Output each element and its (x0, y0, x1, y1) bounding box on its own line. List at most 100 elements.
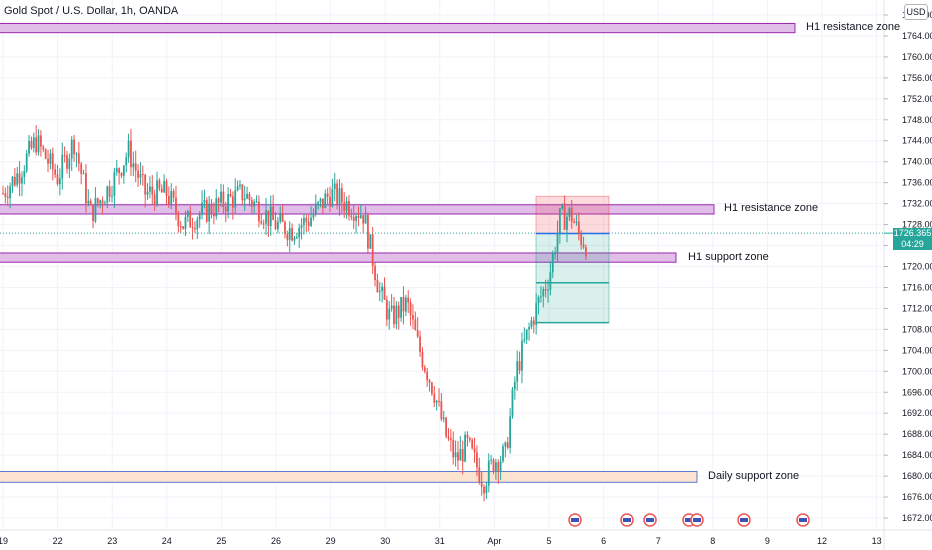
y-tick-label: 1748.000 (902, 115, 932, 125)
candle-body (433, 393, 436, 403)
candle-body (4, 193, 7, 197)
zone-rect (0, 252, 677, 263)
y-tick-label: 1732.000 (902, 199, 932, 209)
candle-body (236, 186, 239, 191)
flag-icon (646, 518, 654, 522)
currency-button[interactable]: USD (904, 4, 928, 20)
candle-body (409, 302, 412, 316)
candle-body (260, 221, 263, 224)
candle-body (265, 210, 267, 224)
candle-body (165, 181, 168, 197)
candle-body (120, 173, 123, 176)
candle-body (551, 253, 554, 273)
candle-body (530, 320, 533, 328)
candle-body (307, 221, 310, 226)
candle-body (212, 214, 215, 217)
candle-body (367, 214, 369, 249)
candle-body (431, 382, 433, 394)
y-tick-label: 1680.000 (902, 471, 932, 481)
x-tick-label: 25 (216, 536, 226, 546)
candle-body (92, 204, 94, 222)
candle-body (487, 460, 490, 486)
candle-body (504, 442, 507, 447)
candle-body (314, 203, 317, 214)
candle-body (423, 367, 426, 372)
candle-body (291, 228, 293, 241)
y-tick-label: 1676.000 (902, 492, 932, 502)
candle-body (281, 214, 284, 222)
candle-body (556, 232, 559, 254)
candle-body (566, 216, 568, 230)
candle-body (35, 137, 38, 153)
candle-body (438, 400, 440, 402)
candle-body (141, 174, 144, 176)
candle-body (68, 158, 71, 169)
candle-body (449, 438, 452, 441)
candle-body (544, 288, 547, 291)
candle-body (312, 213, 315, 218)
candle-body (317, 202, 320, 204)
candle-body (518, 361, 521, 371)
last-price-value: 1726.365 (893, 228, 932, 238)
candle-body (13, 176, 16, 185)
candle-body (378, 291, 381, 293)
candle-body (87, 200, 90, 204)
candle-body (561, 205, 564, 209)
y-tick-label: 1744.000 (902, 136, 932, 146)
candle-body (319, 198, 322, 203)
candle-body (371, 234, 374, 266)
candle-body (416, 330, 419, 337)
flag-icon (799, 518, 807, 522)
candle-body (513, 381, 516, 390)
candle-body (118, 168, 121, 174)
candle-body (106, 186, 109, 203)
candle-body (220, 191, 222, 203)
candle-body (393, 305, 395, 325)
candle-body (224, 206, 227, 212)
candle-body (82, 173, 85, 175)
candle-body (94, 198, 97, 222)
zone-rect (0, 22, 796, 34)
candle-body (51, 153, 54, 170)
candle-body (329, 196, 331, 207)
candle-body (345, 201, 348, 211)
candle-body (582, 244, 585, 248)
zone-rect (0, 470, 698, 483)
candle-body (540, 296, 542, 298)
y-tick-label: 1700.000 (902, 366, 932, 376)
candle-body (575, 221, 578, 223)
candle-body (468, 437, 471, 440)
candle-body (18, 173, 21, 184)
x-tick-label: 30 (380, 536, 390, 546)
y-tick-label: 1756.000 (902, 73, 932, 83)
candle-body (452, 440, 455, 458)
candle-body (473, 448, 476, 453)
candle-body (362, 215, 365, 224)
candle-body (369, 234, 372, 249)
zone-label-daily-support: Daily support zone (708, 469, 800, 482)
candle-body (535, 303, 538, 325)
x-tick-label: 6 (601, 536, 606, 546)
candle-body (331, 189, 334, 207)
y-tick-label: 1740.000 (902, 157, 932, 167)
candle-body (44, 149, 47, 159)
candle-body (483, 486, 485, 494)
candle-body (542, 288, 545, 297)
candle-body (134, 163, 137, 171)
candle-body (457, 452, 459, 461)
x-tick-label: 12 (817, 536, 827, 546)
flag-icon (685, 518, 693, 522)
candle-body (464, 434, 466, 462)
x-tick-label: 9 (765, 536, 770, 546)
candle-body (9, 186, 12, 199)
candle-body (554, 253, 557, 255)
candle-body (348, 201, 350, 216)
candle-body (194, 228, 196, 230)
candle-body (284, 221, 286, 235)
candle-body (182, 226, 184, 229)
candle-body (525, 329, 528, 340)
zone-label-resistance-top: H1 resistance zone (806, 21, 901, 34)
y-tick-label: 1672.000 (902, 513, 932, 523)
